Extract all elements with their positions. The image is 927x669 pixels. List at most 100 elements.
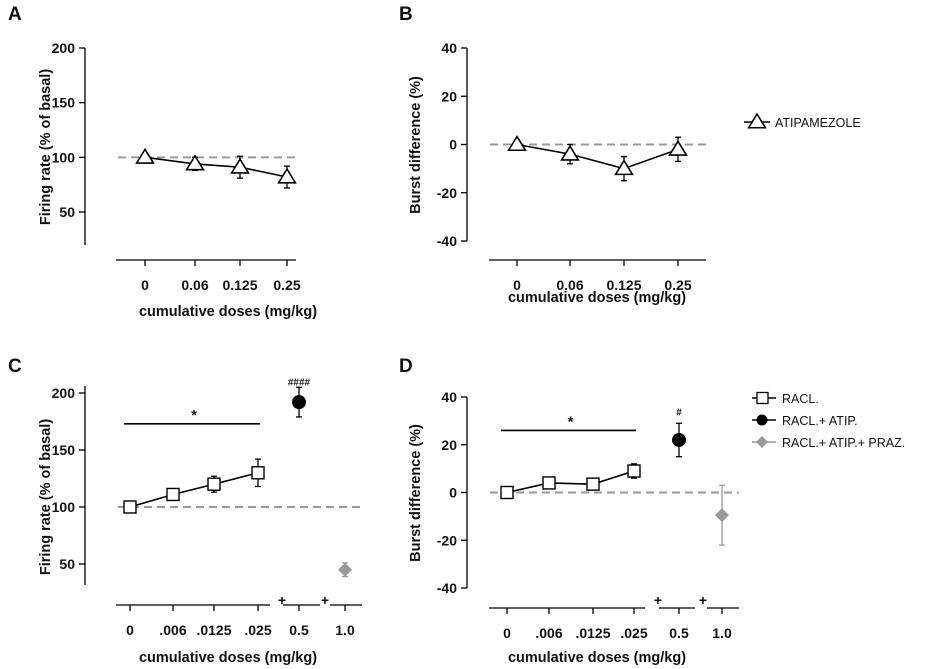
y-tick-label: -20 xyxy=(437,532,457,548)
chart-panel-a: A 50 100 150 200 Firing rate (% of basal) 0 0.0… xyxy=(8,4,317,320)
chart-panel-c: C 50 100 150 200 Firing rate (% of basal) 0 .00… xyxy=(8,356,362,666)
series-racl-atip xyxy=(292,386,306,418)
y-tick-label: -40 xyxy=(437,233,457,249)
legend-label: RACL.+ ATIP. xyxy=(782,414,858,428)
y-axis-label: Burst difference (%) xyxy=(408,76,424,214)
data-point xyxy=(560,144,580,161)
data-point xyxy=(627,464,641,478)
y-tick-label: 150 xyxy=(52,442,76,458)
data-point xyxy=(135,147,155,164)
x-tick-label: .0125 xyxy=(575,625,610,641)
x-tick-label: .006 xyxy=(159,622,186,638)
data-point xyxy=(207,477,221,491)
data-point xyxy=(715,508,729,523)
x-tick-label: 0.25 xyxy=(273,277,300,293)
significance-star: * xyxy=(191,407,197,424)
data-point xyxy=(230,157,250,174)
x-axis-label: cumulative doses (mg/kg) xyxy=(508,290,686,306)
y-tick-label: -40 xyxy=(437,580,457,596)
y-tick-label: 100 xyxy=(52,499,76,515)
x-tick-label: .025 xyxy=(244,622,271,638)
y-axis-label: Firing rate (% of basal) xyxy=(38,419,54,575)
x-tick-label: 1.0 xyxy=(335,622,355,638)
y-tick-label: 150 xyxy=(52,95,76,111)
data-point xyxy=(166,487,180,502)
x-tick-label: 0.06 xyxy=(556,277,583,293)
legend-label: RACL. xyxy=(782,392,819,406)
x-tick-label: 0 xyxy=(126,622,134,638)
legend-label: ATIPAMEZOLE xyxy=(775,116,861,130)
data-point xyxy=(614,159,634,176)
x-tick-label: .025 xyxy=(620,625,647,641)
series-racl-atip xyxy=(672,422,686,458)
plus-sign: + xyxy=(699,592,707,608)
x-axis-label: cumulative doses (mg/kg) xyxy=(139,304,317,320)
data-point xyxy=(123,500,137,514)
legend-top: ATIPAMEZOLE xyxy=(744,112,861,130)
series-line xyxy=(144,156,288,178)
x-axis-label: cumulative doses (mg/kg) xyxy=(139,650,317,666)
data-point xyxy=(292,395,306,410)
y-axis-label: Firing rate (% of basal) xyxy=(38,69,54,225)
series-racl xyxy=(500,463,641,500)
legend-marker-icon xyxy=(756,436,768,448)
series-line xyxy=(506,470,635,494)
chart-panel-d: D -40 -20 0 20 40 Burst difference (%) 0 .006 .01… xyxy=(399,356,739,666)
y-tick-label: -20 xyxy=(437,185,457,201)
data-point xyxy=(586,477,600,491)
legend-bottom: RACL. RACL.+ ATIP. RACL.+ ATIP.+ PRAZ. xyxy=(752,391,905,450)
y-tick-label: 20 xyxy=(441,437,457,453)
series-line xyxy=(516,143,679,170)
x-tick-label: 1.0 xyxy=(712,625,732,641)
y-tick-label: 40 xyxy=(441,389,457,405)
y-tick-label: 20 xyxy=(441,88,457,104)
data-point xyxy=(185,154,205,171)
x-tick-label: 0.5 xyxy=(289,622,309,638)
y-axis-label: Burst difference (%) xyxy=(408,424,424,562)
x-tick-label: 0.125 xyxy=(606,277,641,293)
legend-marker-icon xyxy=(756,391,769,405)
significance-hash: # xyxy=(676,407,682,418)
y-tick-label: 40 xyxy=(441,40,457,56)
x-tick-label: 0 xyxy=(141,277,149,293)
data-point xyxy=(672,432,686,447)
data-point xyxy=(500,485,514,500)
data-point xyxy=(507,134,527,152)
x-tick-label: .0125 xyxy=(196,622,231,638)
panel-letter-a: A xyxy=(8,4,22,25)
panel-letter-c: C xyxy=(8,356,22,377)
y-tick-label: 200 xyxy=(52,40,76,56)
significance-hash: #### xyxy=(288,378,311,389)
x-axis-label: cumulative doses (mg/kg) xyxy=(508,650,686,666)
data-point xyxy=(251,466,265,480)
y-tick-label: 100 xyxy=(52,149,76,165)
series-racl xyxy=(123,458,265,514)
plus-sign: + xyxy=(654,592,662,608)
plus-sign: + xyxy=(278,592,286,608)
x-tick-label: .006 xyxy=(535,625,562,641)
x-tick-label: 0 xyxy=(503,625,511,641)
legend-marker-icon xyxy=(756,414,768,426)
x-tick-label: 0.06 xyxy=(181,277,208,293)
y-tick-label: 200 xyxy=(52,385,76,401)
x-tick-label: 0.125 xyxy=(222,277,257,293)
panel-letter-b: B xyxy=(399,4,413,25)
data-point xyxy=(668,139,688,156)
x-tick-label: 0 xyxy=(513,277,521,293)
legend-label: RACL.+ ATIP.+ PRAZ. xyxy=(782,436,905,450)
data-point xyxy=(338,562,352,577)
series-racl-atip-praz xyxy=(715,484,729,546)
y-tick-label: 50 xyxy=(59,204,75,220)
data-point xyxy=(277,167,297,184)
panel-letter-d: D xyxy=(399,356,413,377)
y-tick-label: 50 xyxy=(59,556,75,572)
series-atipamezole xyxy=(135,147,297,189)
series-racl-atip-praz xyxy=(338,562,352,578)
y-tick-label: 0 xyxy=(449,485,457,501)
y-tick-label: 0 xyxy=(449,137,457,153)
series-line xyxy=(129,472,259,508)
x-tick-label: 0.25 xyxy=(664,277,691,293)
x-tick-label: 0.5 xyxy=(669,625,689,641)
plus-sign: + xyxy=(321,592,329,608)
